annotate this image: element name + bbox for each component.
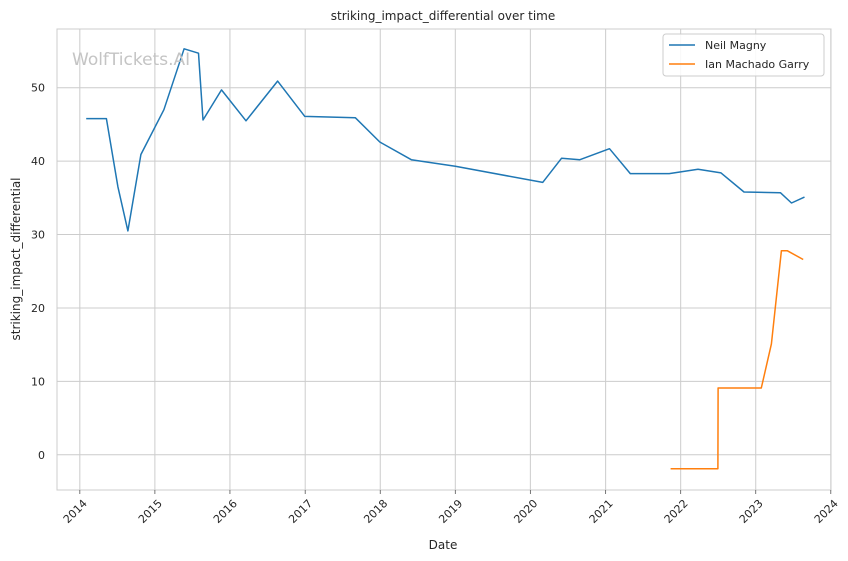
x-axis: 2014 2015 2016 2017 2018 2019 2020 2021 2022 2023…: [61, 490, 841, 526]
x-tick-label: 2022: [662, 497, 691, 526]
y-tick-label: 0: [38, 449, 45, 462]
y-tick-label: 20: [31, 302, 45, 315]
plot-frame: [56, 28, 832, 491]
plot-background: [57, 29, 831, 490]
legend-label: Ian Machado Garry: [705, 58, 810, 71]
y-tick-label: 50: [31, 82, 45, 95]
series-line-1: [670, 249, 804, 470]
x-axis-label: Date: [429, 538, 458, 552]
x-tick-label: 2014: [61, 497, 90, 526]
x-tick-label: 2015: [136, 497, 165, 526]
legend-label: Neil Magny: [705, 39, 767, 52]
series-line-0: [86, 48, 805, 232]
y-tick-label: 40: [31, 155, 45, 168]
x-tick-label: 2021: [587, 497, 616, 526]
x-tick-label: 2023: [737, 497, 766, 526]
x-tick-label: 2020: [511, 497, 540, 526]
x-tick-label: 2016: [211, 497, 240, 526]
legend: Neil Magny Ian Machado Garry: [662, 33, 825, 77]
x-tick-label: 2017: [286, 497, 315, 526]
y-tick-label: 10: [31, 375, 45, 388]
chart-title: striking_impact_differential over time: [331, 9, 556, 23]
watermark: WolfTickets.AI: [72, 50, 190, 70]
series-lines: [86, 48, 805, 470]
plot-area: WolfTickets.AI: [56, 28, 832, 491]
x-tick-label: 2024: [812, 497, 841, 526]
legend-box: [662, 33, 825, 77]
x-tick-label: 2019: [436, 497, 465, 526]
x-tick-label: 2018: [361, 497, 390, 526]
y-tick-label: 30: [31, 229, 45, 242]
y-axis: 0 10 20 30 40 50: [31, 82, 45, 462]
y-axis-label: striking_impact_differential: [9, 177, 23, 340]
